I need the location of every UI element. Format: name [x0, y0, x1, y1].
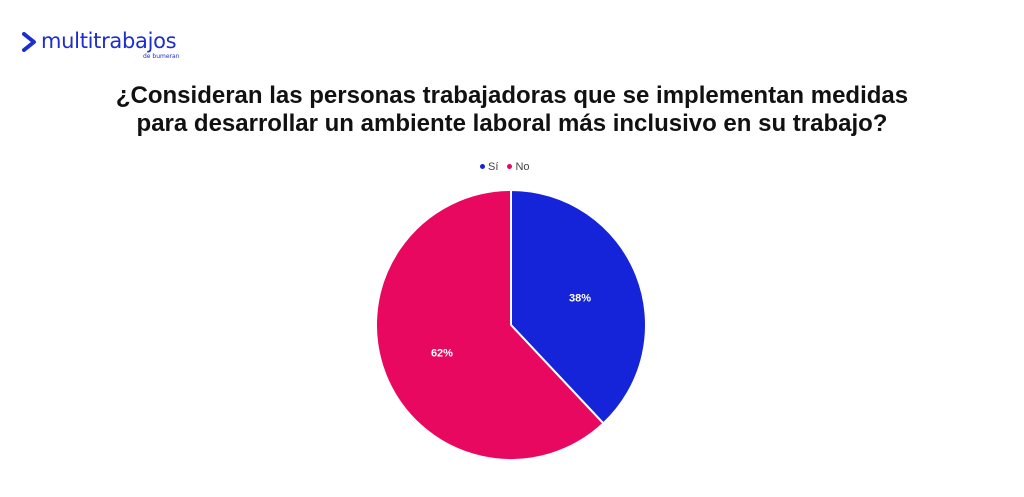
- pie-label-si: 38%: [569, 293, 591, 305]
- logo-chevron-icon: [22, 32, 36, 52]
- legend-label-no: No: [515, 161, 530, 173]
- chart-legend: Sí No: [480, 161, 536, 173]
- legend-label-si: Sí: [488, 161, 499, 173]
- chart-title: ¿Consideran las personas trabajadoras qu…: [0, 82, 1024, 138]
- title-line-1: ¿Consideran las personas trabajadoras qu…: [115, 82, 909, 109]
- legend-item-si: Sí: [480, 161, 498, 173]
- legend-swatch-no: [507, 163, 513, 169]
- pie-label-no: 62%: [431, 347, 453, 359]
- logo-wordmark: multitrabajos: [41, 29, 177, 53]
- title-line-2: para desarrollar un ambiente laboral más…: [136, 110, 888, 137]
- legend-item-no: No: [507, 161, 530, 173]
- pie-slice-no: [375, 188, 605, 461]
- legend-swatch-si: [480, 163, 485, 169]
- logo-subtext: de bumeran: [143, 53, 180, 60]
- pie-slice-si: [510, 188, 647, 425]
